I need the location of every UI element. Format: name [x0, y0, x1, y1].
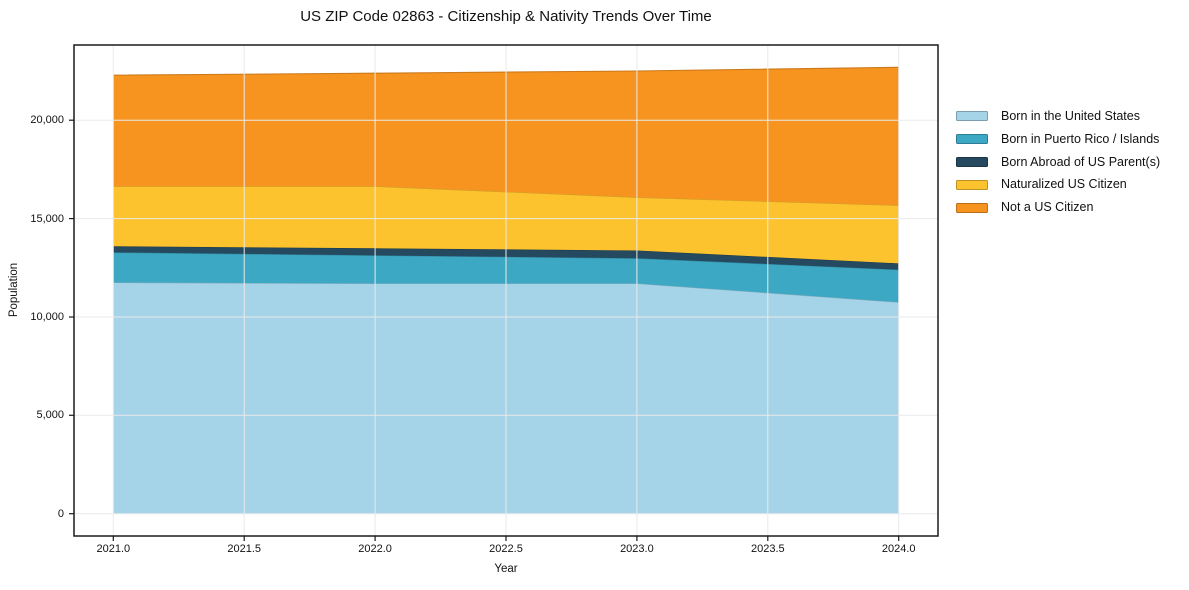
- legend-label: Born in the United States: [1001, 109, 1140, 123]
- y-tick-label: 5,000: [36, 409, 64, 422]
- legend-swatch: [956, 156, 988, 167]
- x-tick-label: 2022.0: [358, 543, 392, 555]
- area-band-2: [113, 246, 899, 270]
- y-tick-label: 0: [57, 507, 64, 520]
- y-tick-label: 20,000: [30, 114, 64, 127]
- x-axis-label: Year: [494, 563, 518, 575]
- legend: Born in the United States Born in Puerto …: [956, 105, 1160, 219]
- legend-swatch: [956, 134, 988, 145]
- legend-label: Born in Puerto Rico / Islands: [1001, 131, 1160, 146]
- legend-item: Naturalized US Citizen: [956, 173, 1160, 196]
- x-tick-label: 2024.0: [881, 543, 916, 555]
- legend-item: Not a US Citizen: [956, 196, 1160, 219]
- y-axis-label: Population: [8, 262, 20, 318]
- x-tick-label: 2021.0: [96, 543, 131, 555]
- chart-title: US ZIP Code 02863 - Citizenship & Nativi…: [300, 8, 712, 25]
- legend-item: Born in Puerto Rico / Islands: [956, 128, 1160, 151]
- legend-swatch: [956, 179, 988, 190]
- legend-label: Naturalized US Citizen: [1001, 177, 1127, 192]
- legend-swatch: [956, 111, 988, 122]
- gridlines: [74, 45, 938, 536]
- x-tick-label: 2022.5: [489, 543, 523, 555]
- legend-label: Born Abroad of US Parent(s): [1001, 154, 1161, 169]
- legend-swatch: [956, 202, 988, 213]
- legend-label: Not a US Citizen: [1001, 200, 1094, 215]
- y-tick-label: 10,000: [30, 311, 64, 323]
- x-tick-label: 2023.0: [620, 543, 654, 555]
- tick-marks: [69, 119, 900, 541]
- legend-item: Born Abroad of US Parent(s): [956, 151, 1160, 174]
- legend-item: Born in the United States: [956, 105, 1160, 128]
- x-tick-label: 2023.5: [750, 543, 785, 555]
- x-tick-label: 2021.5: [227, 543, 262, 555]
- y-tick-label: 15,000: [30, 212, 64, 225]
